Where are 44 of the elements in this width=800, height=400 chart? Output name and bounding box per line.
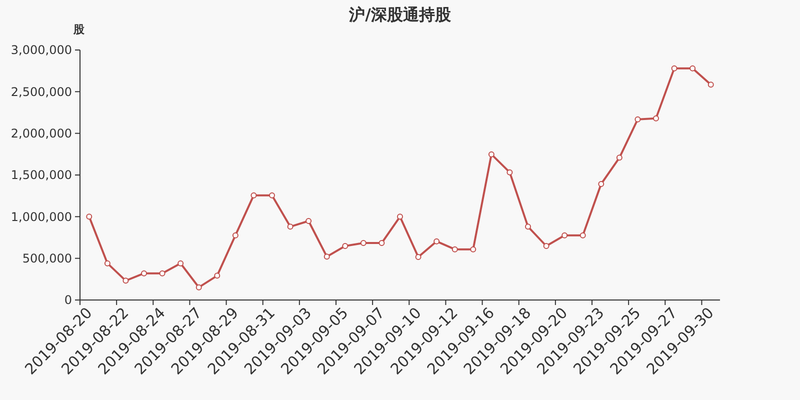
point — [653, 115, 659, 122]
point — [287, 224, 294, 230]
y-tick-label: 500,000 — [22, 252, 72, 266]
point — [616, 154, 622, 161]
point — [525, 224, 531, 230]
point — [141, 270, 147, 276]
point — [580, 232, 586, 238]
point — [306, 218, 312, 224]
y-axis-title: 股 — [72, 23, 86, 36]
point — [543, 243, 550, 249]
point — [269, 192, 275, 198]
point — [488, 151, 494, 158]
point — [506, 169, 513, 176]
y-tick-label: 1,500,000 — [10, 168, 72, 182]
point — [122, 278, 129, 284]
point — [452, 246, 458, 252]
point — [86, 214, 92, 220]
y-tick-label: 1,000,000 — [10, 210, 72, 224]
point — [360, 240, 366, 246]
chart-title: 沪/深股通持股 — [348, 5, 452, 24]
point — [708, 82, 714, 88]
point — [378, 240, 385, 246]
point — [415, 254, 422, 260]
point — [250, 192, 257, 198]
point — [690, 65, 696, 72]
point — [342, 243, 348, 249]
point — [196, 284, 202, 290]
point — [598, 181, 604, 187]
y-tick-label: 3,000,000 — [10, 43, 72, 58]
point — [562, 232, 568, 238]
y-tick-label: 0 — [64, 293, 72, 308]
y-tick-label: 2,000,000 — [10, 126, 72, 141]
point — [397, 214, 403, 220]
point — [470, 246, 476, 252]
y-tick-label: 2,500,000 — [10, 84, 72, 99]
point — [434, 238, 440, 244]
point — [671, 65, 678, 72]
point — [232, 232, 238, 238]
point — [324, 254, 330, 260]
point — [104, 260, 110, 266]
point — [159, 270, 166, 276]
point — [634, 116, 641, 122]
point — [178, 260, 184, 266]
point — [214, 272, 220, 279]
